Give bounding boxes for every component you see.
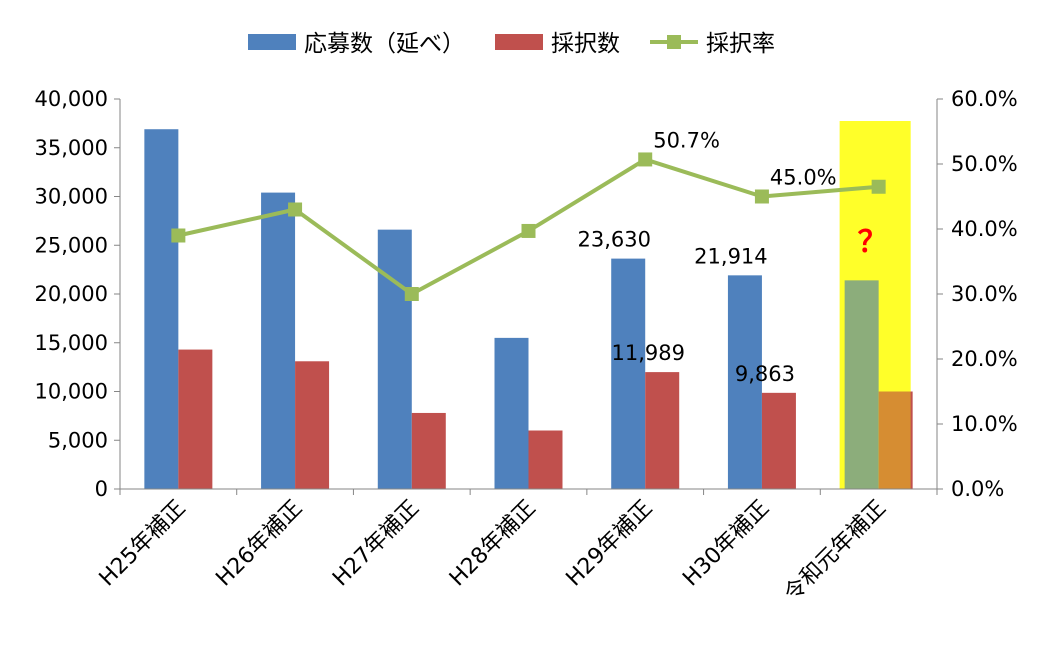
y-right-tick-label: 20.0% bbox=[951, 347, 1018, 371]
legend-item-2: 採択数 bbox=[495, 31, 620, 57]
y-right-tick-label: 10.0% bbox=[951, 412, 1018, 436]
y-right-tick-label: 0.0% bbox=[951, 477, 1004, 501]
y-left-tick-label: 30,000 bbox=[35, 185, 108, 209]
accepted-bar-7 bbox=[878, 391, 913, 489]
x-category-label: H25年補正 bbox=[95, 496, 191, 592]
x-category-label: 令和元年補正 bbox=[780, 496, 891, 607]
rate-marker-1 bbox=[171, 228, 186, 243]
data-label: 23,630 bbox=[577, 228, 650, 252]
rate-marker-7 bbox=[871, 179, 886, 194]
x-category-label: H27年補正 bbox=[328, 496, 424, 592]
applications-bar-1 bbox=[144, 129, 179, 489]
y-left-tick-label: 25,000 bbox=[35, 233, 108, 257]
accepted-bar-1 bbox=[178, 349, 213, 489]
y-right-tick-label: 50.0% bbox=[951, 152, 1018, 176]
data-label: 50.7% bbox=[653, 128, 720, 152]
legend-item-1: 応募数（延べ） bbox=[248, 31, 465, 57]
rate-marker-5 bbox=[638, 152, 653, 167]
data-label: 11,989 bbox=[611, 341, 684, 365]
y-left-tick-label: 15,000 bbox=[35, 331, 108, 355]
applications-bar-3 bbox=[377, 229, 412, 489]
applications-bar-2 bbox=[261, 192, 296, 489]
rate-marker-6 bbox=[754, 189, 769, 204]
accepted-bar-6 bbox=[761, 392, 796, 489]
accepted-bar-4 bbox=[528, 430, 563, 489]
legend-label: 採択数 bbox=[551, 31, 620, 57]
data-label: 9,863 bbox=[735, 362, 795, 386]
x-category-label: H30年補正 bbox=[678, 496, 774, 592]
rate-marker-3 bbox=[404, 287, 419, 301]
applications-bar-5 bbox=[611, 258, 646, 489]
y-right-tick-label: 40.0% bbox=[951, 217, 1018, 241]
x-category-label: H28年補正 bbox=[445, 496, 541, 592]
y-right-tick-label: 60.0% bbox=[951, 87, 1018, 111]
legend-item-3: 採択率 bbox=[650, 31, 775, 57]
legend-swatch bbox=[495, 34, 543, 50]
applications-bar-4 bbox=[494, 337, 529, 489]
y-left-tick-label: 10,000 bbox=[35, 380, 108, 404]
x-category-label: H26年補正 bbox=[211, 496, 307, 592]
y-left-tick-label: 40,000 bbox=[35, 87, 108, 111]
data-label: 21,914 bbox=[694, 244, 767, 268]
legend-label: 応募数（延べ） bbox=[304, 31, 465, 57]
legend-marker bbox=[667, 35, 681, 49]
rate-marker-4 bbox=[521, 223, 536, 238]
question-mark-note: ？ bbox=[858, 225, 888, 260]
legend: 応募数（延べ） 採択数 採択率 bbox=[248, 31, 775, 57]
accepted-bar-3 bbox=[411, 412, 446, 489]
data-label: 45.0% bbox=[770, 166, 837, 190]
x-category-label: H29年補正 bbox=[562, 496, 658, 592]
y-left-tick-label: 35,000 bbox=[35, 136, 108, 160]
y-left-tick-label: 0 bbox=[95, 477, 108, 501]
accepted-bar-2 bbox=[295, 361, 330, 489]
applications-bar-7 bbox=[844, 280, 879, 489]
applications-bar-6 bbox=[727, 275, 762, 489]
bars bbox=[144, 121, 913, 489]
legend-label: 採択率 bbox=[706, 31, 775, 57]
data-labels: 23,630 21,914 11,989 9,863 50.7% 45.0% ？ bbox=[577, 128, 887, 385]
y-left-tick-label: 5,000 bbox=[48, 428, 108, 452]
legend-swatch bbox=[248, 34, 296, 50]
y-right-tick-label: 30.0% bbox=[951, 282, 1018, 306]
accepted-bar-5 bbox=[645, 372, 680, 489]
rate-line-layer bbox=[171, 152, 886, 301]
y-left-tick-label: 20,000 bbox=[35, 282, 108, 306]
rate-marker-2 bbox=[288, 202, 303, 217]
highlight-overlay bbox=[839, 121, 911, 489]
